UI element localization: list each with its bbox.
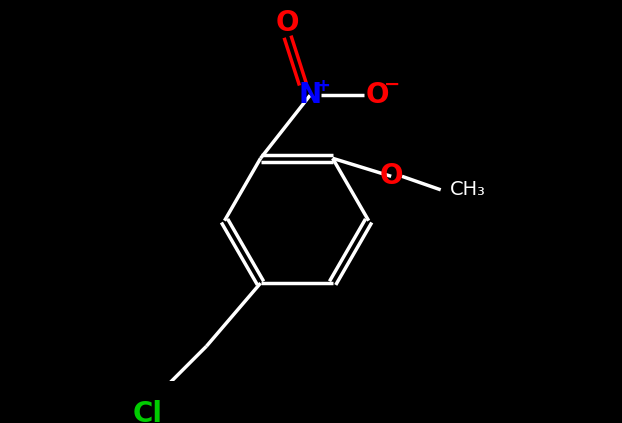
Text: CH₃: CH₃ xyxy=(450,180,486,199)
Text: O: O xyxy=(379,162,403,190)
Text: +: + xyxy=(315,77,330,95)
Text: O: O xyxy=(366,81,389,109)
Text: N: N xyxy=(299,81,322,109)
Text: −: − xyxy=(384,75,401,94)
Text: Cl: Cl xyxy=(133,400,163,423)
Text: O: O xyxy=(276,9,299,37)
